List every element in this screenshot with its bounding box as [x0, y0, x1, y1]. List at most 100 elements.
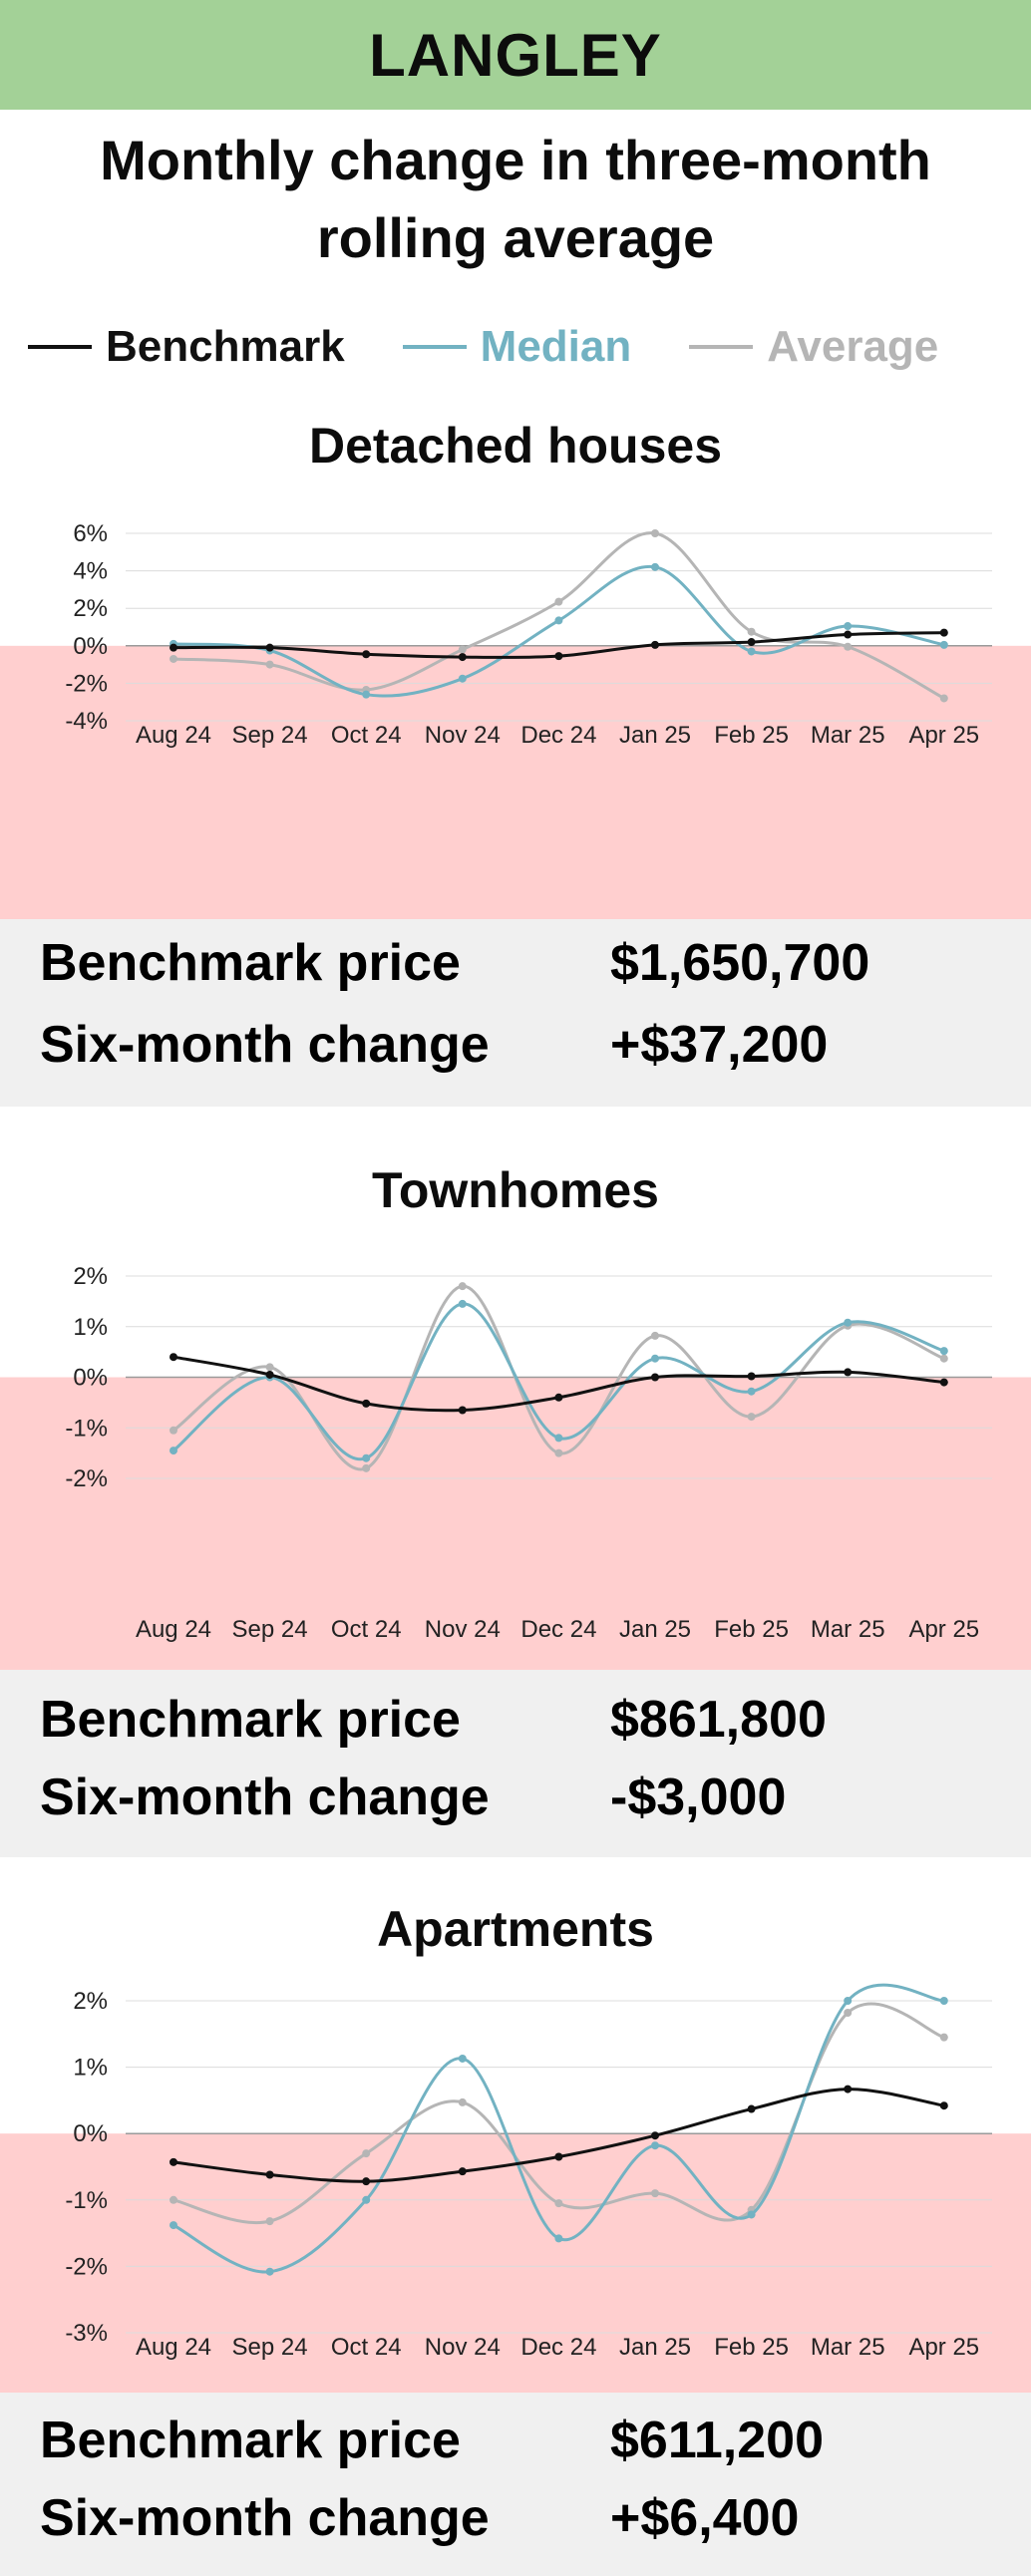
y-tick-label: 2% — [73, 1263, 108, 1290]
data-point-median — [939, 1347, 948, 1356]
data-point-benchmark — [844, 630, 853, 639]
legend-label-benchmark: Benchmark — [106, 322, 345, 371]
data-point-average — [844, 642, 853, 651]
six-month-change-label: Six-month change — [40, 1016, 490, 1074]
data-point-average — [651, 1331, 659, 1340]
y-tick-label: -2% — [65, 2253, 108, 2280]
data-point-median — [362, 690, 371, 699]
data-point-average — [170, 654, 177, 663]
data-point-benchmark — [651, 640, 659, 649]
data-point-median — [458, 2054, 467, 2063]
subtitle-line-1: Monthly change in three-month — [100, 129, 931, 191]
x-tick-label: Nov 24 — [425, 1616, 501, 1643]
data-point-median — [939, 640, 948, 649]
x-tick-label: Dec 24 — [520, 1616, 596, 1643]
data-point-benchmark — [939, 628, 948, 637]
benchmark-price-label: Benchmark price — [40, 934, 461, 992]
chart-title-townhomes: Townhomes — [372, 1162, 659, 1218]
data-point-benchmark — [554, 1393, 563, 1402]
data-point-median — [362, 1453, 371, 1462]
y-tick-label: 2% — [73, 595, 108, 622]
detached-info-panel: Benchmark price $1,650,700 Six-month cha… — [0, 919, 1031, 1107]
y-tick-label: -4% — [65, 708, 108, 735]
data-point-benchmark — [747, 2104, 756, 2113]
data-point-median — [554, 616, 563, 625]
legend-swatch-average — [689, 345, 754, 349]
y-tick-label: 1% — [73, 2055, 108, 2082]
x-tick-label: Sep 24 — [232, 2334, 308, 2361]
x-tick-label: Aug 24 — [136, 1616, 211, 1643]
y-tick-label: -2% — [65, 670, 108, 697]
y-tick-label: -2% — [65, 1465, 108, 1492]
x-tick-label: Oct 24 — [331, 2334, 402, 2361]
x-tick-label: Aug 24 — [136, 722, 211, 749]
data-point-average — [554, 1449, 563, 1457]
benchmark-price-label: Benchmark price — [40, 2412, 461, 2469]
benchmark-price-value: $861,800 — [610, 1691, 827, 1749]
data-point-benchmark — [362, 650, 371, 659]
y-tick-label: 0% — [73, 633, 108, 660]
data-point-average — [265, 2217, 274, 2226]
data-point-median — [458, 674, 467, 683]
data-point-median — [844, 1318, 853, 1327]
apartments-info-panel: Benchmark price $611,200 Six-month chang… — [0, 2393, 1031, 2576]
data-point-average — [747, 1413, 756, 1422]
data-point-median — [362, 2195, 371, 2204]
six-month-change-value: +$37,200 — [610, 1016, 829, 1074]
data-point-benchmark — [170, 1353, 177, 1362]
legend-swatch-benchmark — [28, 345, 92, 349]
y-tick-label: 2% — [73, 1988, 108, 2015]
data-point-average — [554, 2199, 563, 2208]
x-tick-label: Dec 24 — [520, 722, 596, 749]
data-point-average — [651, 2189, 659, 2198]
data-point-average — [554, 597, 563, 606]
data-point-median — [170, 1447, 177, 1455]
y-tick-label: -1% — [65, 2187, 108, 2214]
townhomes-chart: 2% 1% 0% -1% -2% Aug 24 Sep 24 Oct 24 Nov 24 Dec … — [0, 1263, 1031, 1670]
data-point-benchmark — [747, 638, 756, 647]
six-month-change-value: +$6,400 — [610, 2489, 800, 2547]
data-point-benchmark — [844, 1368, 853, 1377]
x-tick-label: Feb 25 — [714, 2334, 789, 2361]
x-tick-label: Aug 24 — [136, 2334, 211, 2361]
series-line-average — [172, 531, 945, 700]
negative-band — [0, 1377, 1031, 1670]
data-point-benchmark — [939, 2101, 948, 2110]
data-point-average — [362, 1463, 371, 1472]
apartments-chart: 2% 1% 0% -1% -2% -3% Aug 24 Sep 24 Oct 24 Nov 24 D… — [0, 1983, 1031, 2393]
series-line-median — [172, 1302, 945, 1461]
data-point-median — [651, 1354, 659, 1363]
x-tick-label: Jan 25 — [619, 2334, 691, 2361]
data-point-average — [170, 1426, 177, 1435]
data-point-median — [844, 622, 853, 631]
data-point-average — [265, 1363, 274, 1372]
y-tick-label: 4% — [73, 558, 108, 585]
data-point-average — [170, 2195, 177, 2204]
x-tick-label: Nov 24 — [425, 722, 501, 749]
x-tick-label: Mar 25 — [811, 2334, 885, 2361]
x-tick-label: Mar 25 — [811, 722, 885, 749]
benchmark-price-label: Benchmark price — [40, 1691, 461, 1749]
benchmark-price-value: $1,650,700 — [610, 934, 870, 992]
legend: Benchmark Median Average — [28, 317, 996, 377]
legend-label-average: Average — [767, 322, 939, 371]
townhomes-info-panel: Benchmark price $861,800 Six-month chang… — [0, 1670, 1031, 1857]
x-tick-label: Mar 25 — [811, 1616, 885, 1643]
data-point-median — [458, 1299, 467, 1308]
data-point-average — [458, 2097, 467, 2106]
data-point-average — [939, 2033, 948, 2042]
y-tick-label: -1% — [65, 1415, 108, 1442]
data-point-median — [844, 1997, 853, 2005]
data-point-median — [554, 1434, 563, 1443]
six-month-change-value: -$3,000 — [610, 1769, 787, 1826]
subtitle-line-2: rolling average — [316, 206, 715, 269]
data-point-benchmark — [651, 1373, 659, 1382]
x-tick-label: Oct 24 — [331, 1616, 402, 1643]
benchmark-price-value: $611,200 — [610, 2412, 825, 2469]
data-point-average — [458, 645, 467, 654]
x-tick-label: Jan 25 — [619, 722, 691, 749]
data-point-benchmark — [265, 643, 274, 652]
data-point-benchmark — [170, 2157, 177, 2166]
data-point-average — [458, 1282, 467, 1291]
data-point-median — [651, 562, 659, 571]
